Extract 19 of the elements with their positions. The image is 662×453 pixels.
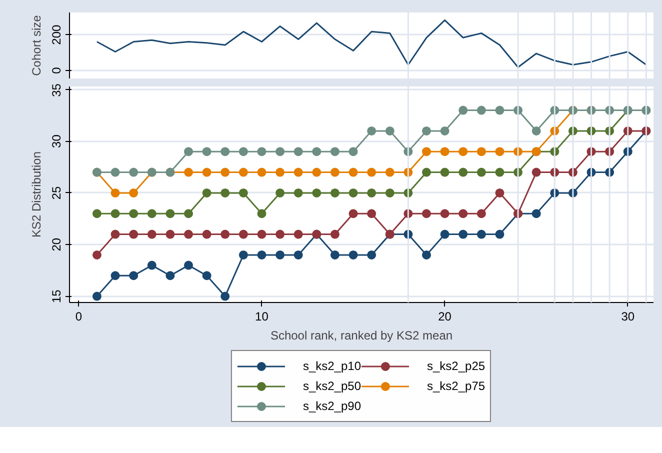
x-tick-label: 10 <box>255 310 269 324</box>
y-tick-label: 25 <box>50 186 64 200</box>
x-tick-label: 30 <box>621 310 635 324</box>
x-tick-label: 0 <box>75 310 82 324</box>
y-tick-label: 0 <box>50 66 64 74</box>
y-axis-title: Cohort size <box>30 14 44 76</box>
y-tick-label: 200 <box>50 24 64 45</box>
x-tick-label: 20 <box>438 310 452 324</box>
y-axis-title: KS2 Distribution <box>30 151 44 238</box>
y-tick-label: 15 <box>50 289 64 303</box>
y-tick-label: 30 <box>50 134 64 148</box>
legend-label: s_ks2_p25 <box>427 359 486 373</box>
legend-label: s_ks2_p75 <box>427 379 486 393</box>
y-tick-label: 20 <box>50 238 64 252</box>
y-tick-label: 35 <box>50 83 64 97</box>
legend-label: s_ks2_p10 <box>302 359 361 373</box>
legend-label: s_ks2_p50 <box>302 379 361 393</box>
legend-label: s_ks2_p90 <box>302 399 361 413</box>
x-axis-title: School rank, ranked by KS2 mean <box>270 328 453 342</box>
